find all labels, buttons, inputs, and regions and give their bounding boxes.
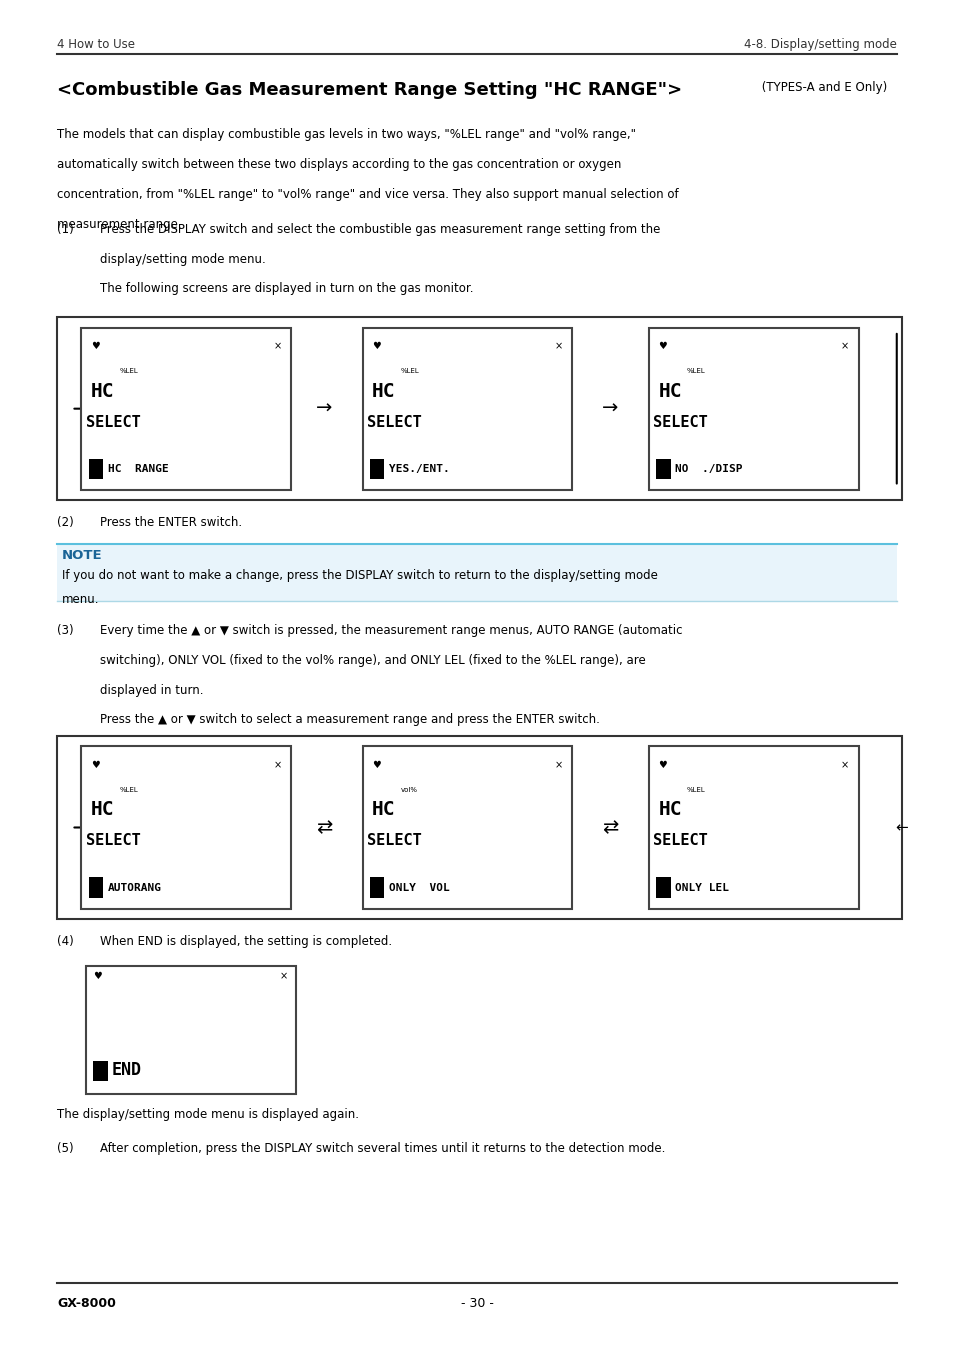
Text: HC: HC (372, 381, 395, 401)
Text: SELECT: SELECT (367, 834, 421, 848)
Bar (57, 736, 901, 919)
Text: 4-8. Display/setting mode: 4-8. Display/setting mode (743, 38, 896, 51)
Text: ←: ← (894, 820, 907, 835)
Text: HC: HC (91, 800, 114, 820)
Text: ×: × (554, 759, 562, 770)
Text: ×: × (279, 971, 288, 981)
Bar (370, 459, 384, 480)
Text: SELECT: SELECT (653, 834, 707, 848)
Text: Press the ▲ or ▼ switch to select a measurement range and press the ENTER switch: Press the ▲ or ▼ switch to select a meas… (100, 713, 599, 727)
Text: The following screens are displayed in turn on the gas monitor.: The following screens are displayed in t… (100, 282, 474, 296)
Text: (4): (4) (57, 935, 74, 948)
Text: HC: HC (658, 381, 681, 401)
Text: SELECT: SELECT (86, 834, 140, 848)
Text: measurement range.: measurement range. (57, 218, 182, 231)
Text: ♥: ♥ (658, 340, 666, 351)
Bar (86, 966, 295, 1094)
Text: %LEL: %LEL (686, 367, 705, 374)
Text: HC  RANGE: HC RANGE (108, 465, 169, 474)
Text: vol%: vol% (400, 786, 417, 793)
Text: (TYPES-A and E Only): (TYPES-A and E Only) (758, 81, 886, 95)
Text: displayed in turn.: displayed in turn. (100, 684, 203, 697)
Text: After completion, press the DISPLAY switch several times until it returns to the: After completion, press the DISPLAY swit… (100, 1142, 665, 1155)
Text: <Combustible Gas Measurement Range Setting "HC RANGE">: <Combustible Gas Measurement Range Setti… (57, 81, 681, 99)
Text: AUTORANG: AUTORANG (108, 884, 162, 893)
Text: The display/setting mode menu is displayed again.: The display/setting mode menu is display… (57, 1108, 359, 1121)
Text: - 30 -: - 30 - (460, 1297, 493, 1310)
Bar (81, 328, 291, 490)
Text: ×: × (840, 340, 848, 351)
Text: ⇄: ⇄ (315, 817, 333, 838)
Text: ♥: ♥ (93, 971, 102, 981)
Text: menu.: menu. (62, 593, 99, 607)
Text: ×: × (840, 759, 848, 770)
Text: %LEL: %LEL (400, 367, 419, 374)
Text: ×: × (273, 340, 281, 351)
Bar (89, 459, 103, 480)
Text: Press the DISPLAY switch and select the combustible gas measurement range settin: Press the DISPLAY switch and select the … (100, 223, 659, 236)
Text: NO  ./DISP: NO ./DISP (675, 465, 742, 474)
Text: ×: × (554, 340, 562, 351)
Text: (2): (2) (57, 516, 74, 530)
Text: HC: HC (372, 800, 395, 820)
Text: The models that can display combustible gas levels in two ways, "%LEL range" and: The models that can display combustible … (57, 128, 636, 142)
Bar (648, 746, 858, 908)
Bar (656, 459, 670, 480)
Text: END: END (112, 1061, 141, 1079)
Text: (5): (5) (57, 1142, 73, 1155)
Bar (648, 328, 858, 490)
Bar (57, 544, 896, 601)
Text: 4 How to Use: 4 How to Use (57, 38, 135, 51)
Text: GX-8000: GX-8000 (57, 1297, 116, 1310)
Text: %LEL: %LEL (119, 367, 138, 374)
Text: ONLY LEL: ONLY LEL (675, 884, 729, 893)
Text: Every time the ▲ or ▼ switch is pressed, the measurement range menus, AUTO RANGE: Every time the ▲ or ▼ switch is pressed,… (100, 624, 682, 638)
Text: display/setting mode menu.: display/setting mode menu. (100, 253, 266, 266)
Text: SELECT: SELECT (86, 415, 140, 430)
Text: →: → (315, 399, 333, 419)
Bar (362, 746, 572, 908)
Text: ♥: ♥ (372, 340, 380, 351)
Text: ×: × (273, 759, 281, 770)
Bar (370, 878, 384, 897)
Text: YES./ENT.: YES./ENT. (389, 465, 450, 474)
Text: ♥: ♥ (91, 340, 99, 351)
Text: automatically switch between these two displays according to the gas concentrati: automatically switch between these two d… (57, 158, 621, 172)
Text: →: → (601, 399, 618, 419)
Text: ♥: ♥ (658, 759, 666, 770)
Text: ONLY  VOL: ONLY VOL (389, 884, 450, 893)
Text: (3): (3) (57, 624, 73, 638)
Text: concentration, from "%LEL range" to "vol% range" and vice versa. They also suppo: concentration, from "%LEL range" to "vol… (57, 188, 679, 201)
Text: If you do not want to make a change, press the DISPLAY switch to return to the d: If you do not want to make a change, pre… (62, 569, 658, 582)
Text: NOTE: NOTE (62, 549, 103, 562)
Bar (89, 878, 103, 897)
Text: HC: HC (91, 381, 114, 401)
Text: %LEL: %LEL (686, 786, 705, 793)
Text: ♥: ♥ (372, 759, 380, 770)
Text: HC: HC (658, 800, 681, 820)
Bar (57, 317, 901, 500)
Text: %LEL: %LEL (119, 786, 138, 793)
Bar (656, 878, 670, 897)
Text: (1): (1) (57, 223, 74, 236)
Text: ♥: ♥ (91, 759, 99, 770)
Bar (81, 746, 291, 908)
Text: SELECT: SELECT (367, 415, 421, 430)
Text: When END is displayed, the setting is completed.: When END is displayed, the setting is co… (100, 935, 392, 948)
Bar (362, 328, 572, 490)
Text: Press the ENTER switch.: Press the ENTER switch. (100, 516, 242, 530)
Text: SELECT: SELECT (653, 415, 707, 430)
Text: ⇄: ⇄ (601, 817, 618, 838)
Text: switching), ONLY VOL (fixed to the vol% range), and ONLY LEL (fixed to the %LEL : switching), ONLY VOL (fixed to the vol% … (100, 654, 645, 667)
Bar (93, 1061, 108, 1081)
